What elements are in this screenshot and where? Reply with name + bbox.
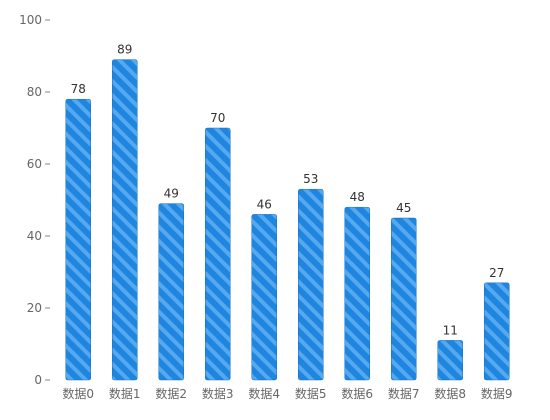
bar[interactable] bbox=[298, 188, 324, 381]
data-label: 46 bbox=[257, 197, 272, 211]
y-tick-label: 100 bbox=[19, 13, 42, 27]
x-tick-label: 数据8 bbox=[434, 386, 466, 401]
bar[interactable] bbox=[437, 340, 463, 381]
y-tick-label: 40 bbox=[27, 229, 42, 243]
data-label: 48 bbox=[350, 190, 365, 204]
data-label: 78 bbox=[71, 82, 86, 96]
y-tick-label: 60 bbox=[27, 157, 42, 171]
x-tick-label: 数据5 bbox=[295, 386, 327, 401]
x-axis: 数据0 数据1 数据2 数据3 数据4 数据5 数据6 数据7 数据8 数据9 bbox=[62, 386, 512, 401]
data-label: 70 bbox=[210, 111, 225, 125]
data-label: 11 bbox=[443, 323, 458, 337]
x-tick-label: 数据2 bbox=[155, 386, 187, 401]
bar[interactable] bbox=[391, 217, 417, 381]
x-tick-label: 数据6 bbox=[341, 386, 373, 401]
y-axis: 0 20 40 60 80 100 bbox=[19, 13, 50, 387]
bar[interactable] bbox=[484, 282, 510, 381]
x-tick-label: 数据3 bbox=[202, 386, 234, 401]
bar[interactable] bbox=[112, 59, 138, 381]
bar[interactable] bbox=[344, 206, 370, 381]
bar[interactable] bbox=[65, 98, 91, 381]
x-tick-label: 数据0 bbox=[62, 386, 94, 401]
bar[interactable] bbox=[205, 127, 231, 381]
data-label: 89 bbox=[117, 43, 132, 57]
data-label: 53 bbox=[303, 172, 318, 186]
y-tick-label: 80 bbox=[27, 85, 42, 99]
y-tick-label: 20 bbox=[27, 301, 42, 315]
bar[interactable] bbox=[251, 214, 277, 381]
x-tick-label: 数据4 bbox=[248, 386, 280, 401]
y-tick-label: 0 bbox=[34, 373, 42, 387]
data-label: 27 bbox=[489, 266, 504, 280]
data-label: 49 bbox=[164, 187, 179, 201]
x-tick-label: 数据7 bbox=[388, 386, 420, 401]
x-tick-label: 数据9 bbox=[481, 386, 513, 401]
x-tick-label: 数据1 bbox=[109, 386, 141, 401]
bars: 78 89 49 70 46 53 48 45 11 27 bbox=[65, 43, 510, 381]
data-label: 45 bbox=[396, 201, 411, 215]
bar[interactable] bbox=[158, 203, 184, 381]
